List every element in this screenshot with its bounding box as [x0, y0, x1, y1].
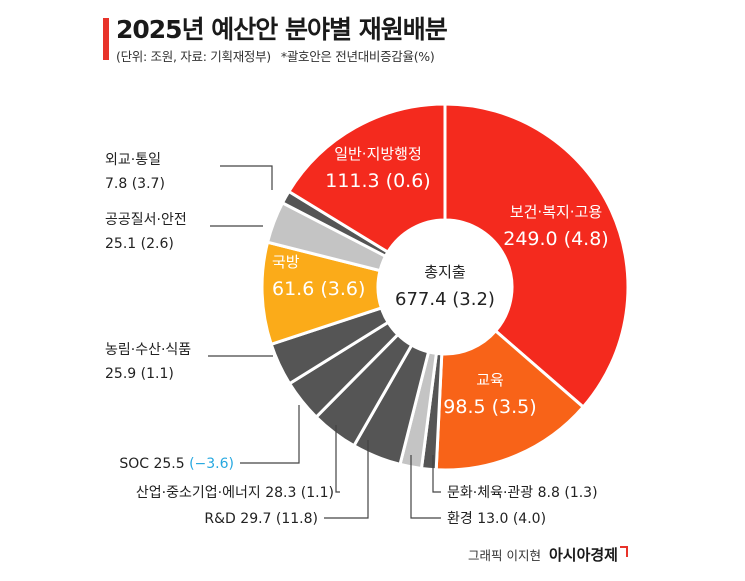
slice-label-name-10: 외교·통일 [105, 152, 161, 168]
slice-label-name-7: 농림·수산·식품 [105, 342, 191, 358]
slice-label-value-9: 25.1 (2.6) [105, 236, 174, 252]
slice-label-value-5: 28.3 (1.1) [265, 485, 334, 501]
slice-label-name-4: R&D [204, 511, 240, 527]
donut-slice-0 [443, 102, 630, 410]
slice-label-value-3: 13.0 (4.0) [477, 511, 546, 527]
slice-label-name-5: 산업·중소기업·에너지 [136, 485, 265, 501]
slice-label-6: SOC 25.5 (−3.6) [119, 456, 234, 472]
slice-label-value-4: 29.7 (11.8) [240, 511, 318, 527]
slice-label-name-2: 문화·체육·관광 [447, 485, 538, 501]
slice-label-value-11: 111.3 (0.6) [325, 170, 430, 192]
leader-line-10 [220, 165, 273, 190]
chart-subtitle: (단위: 조원, 자료: 기획재정부) *괄호안은 전년대비증감율(%) [116, 46, 444, 65]
unit-note: (단위: 조원, 자료: 기획재정부) [116, 49, 271, 64]
slice-label-4: R&D 29.7 (11.8) [204, 511, 318, 527]
slice-label-value-8: 61.6 (3.6) [272, 278, 365, 300]
inner-labels: 보건·복지·고용 249.0 (4.8) 교육 98.5 (3.5) 국방 61.6 (3… [272, 145, 609, 418]
leader-line-2 [432, 455, 441, 493]
donut-center: 총지출 677.4 (3.2) [380, 222, 510, 352]
leader-line-3 [410, 455, 441, 519]
slice-label-value-7: 25.9 (1.1) [105, 366, 174, 382]
credit: 그래픽 이지현 아시아경제 [468, 544, 628, 565]
slice-label-value-1: 98.5 (3.5) [443, 396, 536, 418]
slice-label-name-3: 환경 [447, 511, 477, 527]
slice-label-name-0: 보건·복지·고용 [510, 203, 602, 221]
slice-label-3: 환경 13.0 (4.0) [447, 511, 546, 527]
outer-labels: 문화·체육·관광 8.8 (1.3) 환경 13.0 (4.0) R&D 29.7 … [105, 152, 598, 527]
brand-logo: 아시아경제 [548, 546, 618, 564]
slice-label-value-2: 8.8 (1.3) [538, 485, 598, 501]
center-label: 총지출 [424, 263, 465, 281]
slice-label-value-0: 249.0 (4.8) [503, 228, 608, 250]
title-accent-bar [103, 18, 109, 60]
center-value: 677.4 (3.2) [395, 289, 495, 310]
leader-line-6 [240, 405, 300, 464]
slice-label-name-1: 교육 [476, 371, 504, 389]
brand-mark-icon [619, 546, 628, 557]
donut-hole [380, 222, 510, 352]
slice-label-change-6: (−3.6) [185, 456, 234, 472]
slice-label-value-10: 7.8 (3.7) [105, 176, 165, 192]
leader-lines [208, 165, 441, 519]
slice-label-value-6: 25.5 [153, 456, 184, 472]
slice-label-name-9: 공공질서·안전 [105, 212, 187, 228]
slice-label-name-6: SOC [119, 456, 153, 472]
credit-author: 그래픽 이지현 [468, 548, 541, 563]
chart-title: 2025년 예산안 분야별 재원배분 [116, 15, 448, 44]
leader-line-4 [324, 440, 369, 519]
slice-label-name-8: 국방 [272, 253, 300, 271]
slice-label-2: 문화·체육·관광 8.8 (1.3) [447, 485, 598, 501]
slice-label-name-11: 일반·지방행정 [334, 145, 422, 163]
slice-label-5: 산업·중소기업·에너지 28.3 (1.1) [136, 485, 334, 501]
donut-slice-11 [286, 102, 447, 255]
paren-note: *괄호안은 전년대비증감율(%) [280, 49, 435, 64]
donut-slices [260, 102, 630, 472]
leader-line-5 [335, 425, 340, 493]
donut-slice-1 [434, 328, 586, 472]
